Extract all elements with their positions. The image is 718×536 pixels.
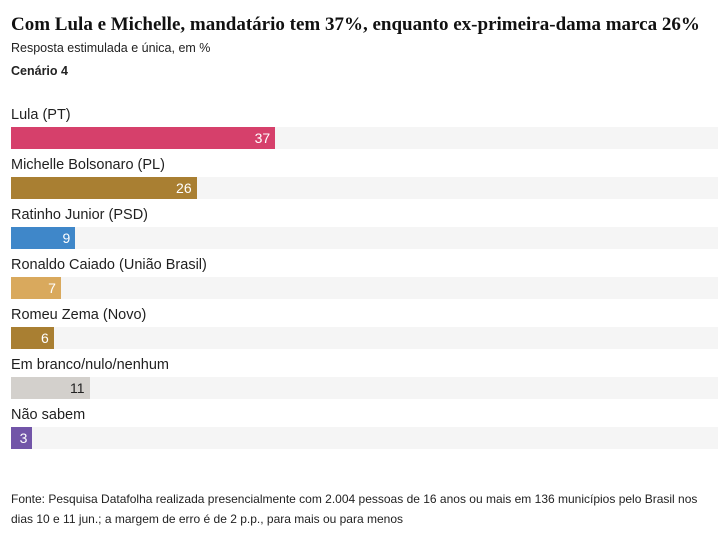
- bar-track: [11, 277, 718, 299]
- bar: [11, 177, 197, 199]
- bar-value-label: 26: [176, 180, 192, 196]
- bar-track: [11, 377, 718, 399]
- bar-value-label: 3: [19, 430, 28, 446]
- bar-value-label: 7: [48, 280, 56, 296]
- chart-title: Com Lula e Michelle, mandatário tem 37%,…: [11, 14, 700, 35]
- source-note: Fonte: Pesquisa Datafolha realizada pres…: [11, 492, 698, 526]
- bar-value-label: 6: [41, 330, 49, 346]
- bar: [11, 427, 33, 449]
- category-label: Lula (PT): [11, 107, 71, 123]
- category-label: Em branco/nulo/nenhum: [11, 357, 169, 373]
- category-label: Michelle Bolsonaro (PL): [11, 157, 165, 173]
- chart-subtitle: Resposta estimulada e única, em %: [11, 41, 211, 55]
- category-label: Ronaldo Caiado (União Brasil): [11, 257, 207, 273]
- bar-value-label: 9: [62, 230, 71, 246]
- bar: [11, 277, 61, 299]
- bar-track: [11, 227, 718, 249]
- category-label: Ratinho Junior (PSD): [11, 207, 148, 223]
- category-label: Romeu Zema (Novo): [11, 307, 147, 323]
- bar-value-label: 11: [69, 380, 85, 396]
- bar-value-label: 37: [254, 130, 271, 146]
- scenario-label: Cenário 4: [11, 64, 68, 78]
- bar: [11, 377, 90, 399]
- category-label: Não sabem: [11, 407, 86, 423]
- bar: [11, 227, 76, 249]
- bar-track: [11, 427, 718, 449]
- bar: [11, 327, 54, 349]
- bar: [11, 127, 276, 149]
- bar-track: [11, 327, 718, 349]
